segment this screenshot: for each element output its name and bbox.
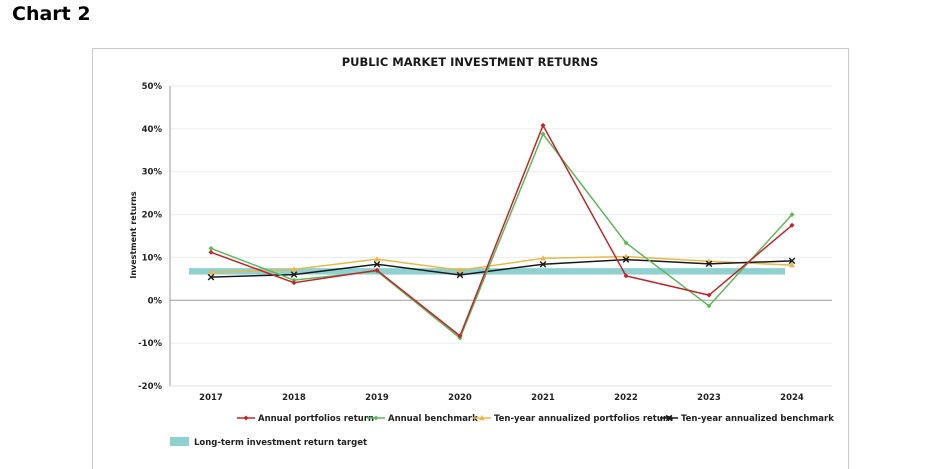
series-line	[210, 123, 793, 338]
data-point	[373, 415, 379, 421]
data-point	[457, 267, 463, 273]
data-point	[207, 273, 215, 281]
x-tick-label: 2023	[697, 393, 721, 403]
legend-label: Ten-year annualized portfolios return	[494, 414, 673, 424]
data-point	[789, 212, 795, 218]
x-tick-label: 2017	[199, 393, 223, 403]
chart-frame	[92, 48, 849, 469]
data-point	[788, 257, 796, 265]
y-tick-label: 20%	[142, 211, 163, 221]
data-point	[706, 292, 712, 298]
data-point	[479, 415, 485, 421]
data-point	[789, 222, 795, 228]
data-point	[540, 122, 546, 128]
data-point	[623, 240, 629, 246]
legend-band-swatch	[170, 437, 189, 446]
x-tick-label: 2019	[365, 393, 389, 403]
data-point	[208, 269, 214, 275]
data-point	[622, 256, 630, 263]
x-tick-label: 2024	[780, 393, 804, 403]
data-point	[373, 260, 381, 268]
data-point	[291, 266, 297, 272]
data-point	[291, 277, 297, 283]
data-point	[456, 271, 464, 279]
x-tick-label: 2022	[614, 393, 638, 403]
data-point	[540, 255, 546, 261]
data-point	[539, 260, 547, 268]
data-point	[665, 414, 673, 422]
y-tick-label: 40%	[142, 125, 163, 135]
y-tick-label: 0%	[148, 296, 163, 306]
series-line	[210, 258, 793, 278]
x-tick-labels: 2017 2018 2019 2020 2021 2022 2023 2024	[199, 393, 804, 403]
legend-label: Long-term investment return target	[194, 438, 367, 448]
data-point	[243, 415, 249, 421]
y-tick-label: 50%	[142, 82, 163, 92]
y-tick-labels: -20% -10% 0% 10% 20% 30% 40% 50%	[138, 82, 162, 392]
series-line	[210, 255, 793, 274]
x-tick-label: 2018	[282, 393, 306, 403]
x-tick-label: 2021	[531, 393, 555, 403]
data-point	[291, 280, 297, 286]
data-point	[706, 303, 712, 309]
data-point	[208, 249, 214, 255]
legend-label: Ten-year annualized benchmark	[681, 414, 834, 424]
legend: Annual portfolios return Annual benchmark…	[170, 414, 834, 448]
y-axis-label: Investment returns	[129, 191, 138, 278]
data-point	[374, 267, 380, 273]
data-point	[374, 256, 380, 262]
series-lines	[207, 122, 796, 341]
y-tick-label: -20%	[138, 382, 162, 392]
data-point	[705, 260, 713, 268]
legend-label: Annual benchmark	[388, 414, 478, 424]
data-point	[208, 245, 214, 251]
series-line	[210, 132, 793, 340]
data-point	[789, 262, 795, 268]
y-tick-label: -10%	[138, 339, 162, 349]
data-point	[290, 271, 298, 278]
data-point	[623, 273, 629, 279]
legend-label: Annual portfolios return	[258, 414, 374, 424]
y-tick-label: 30%	[142, 168, 163, 178]
data-point	[457, 333, 463, 339]
data-point	[540, 131, 546, 137]
axes	[169, 86, 832, 387]
x-tick-label: 2020	[448, 393, 472, 403]
page-heading: Chart 2	[12, 3, 91, 25]
chart-title: PUBLIC MARKET INVESTMENT RETURNS	[342, 55, 599, 69]
y-tick-label: 10%	[142, 253, 163, 263]
